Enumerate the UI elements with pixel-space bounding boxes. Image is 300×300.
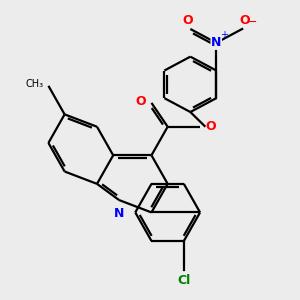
Text: O: O bbox=[136, 95, 146, 108]
Text: +: + bbox=[220, 30, 229, 40]
Text: O: O bbox=[240, 14, 250, 27]
Text: CH₃: CH₃ bbox=[26, 79, 44, 89]
Text: N: N bbox=[114, 206, 124, 220]
Text: O: O bbox=[206, 120, 216, 133]
Text: −: − bbox=[246, 16, 257, 29]
Text: Cl: Cl bbox=[177, 274, 190, 287]
Text: O: O bbox=[182, 14, 193, 27]
Text: N: N bbox=[211, 36, 221, 49]
